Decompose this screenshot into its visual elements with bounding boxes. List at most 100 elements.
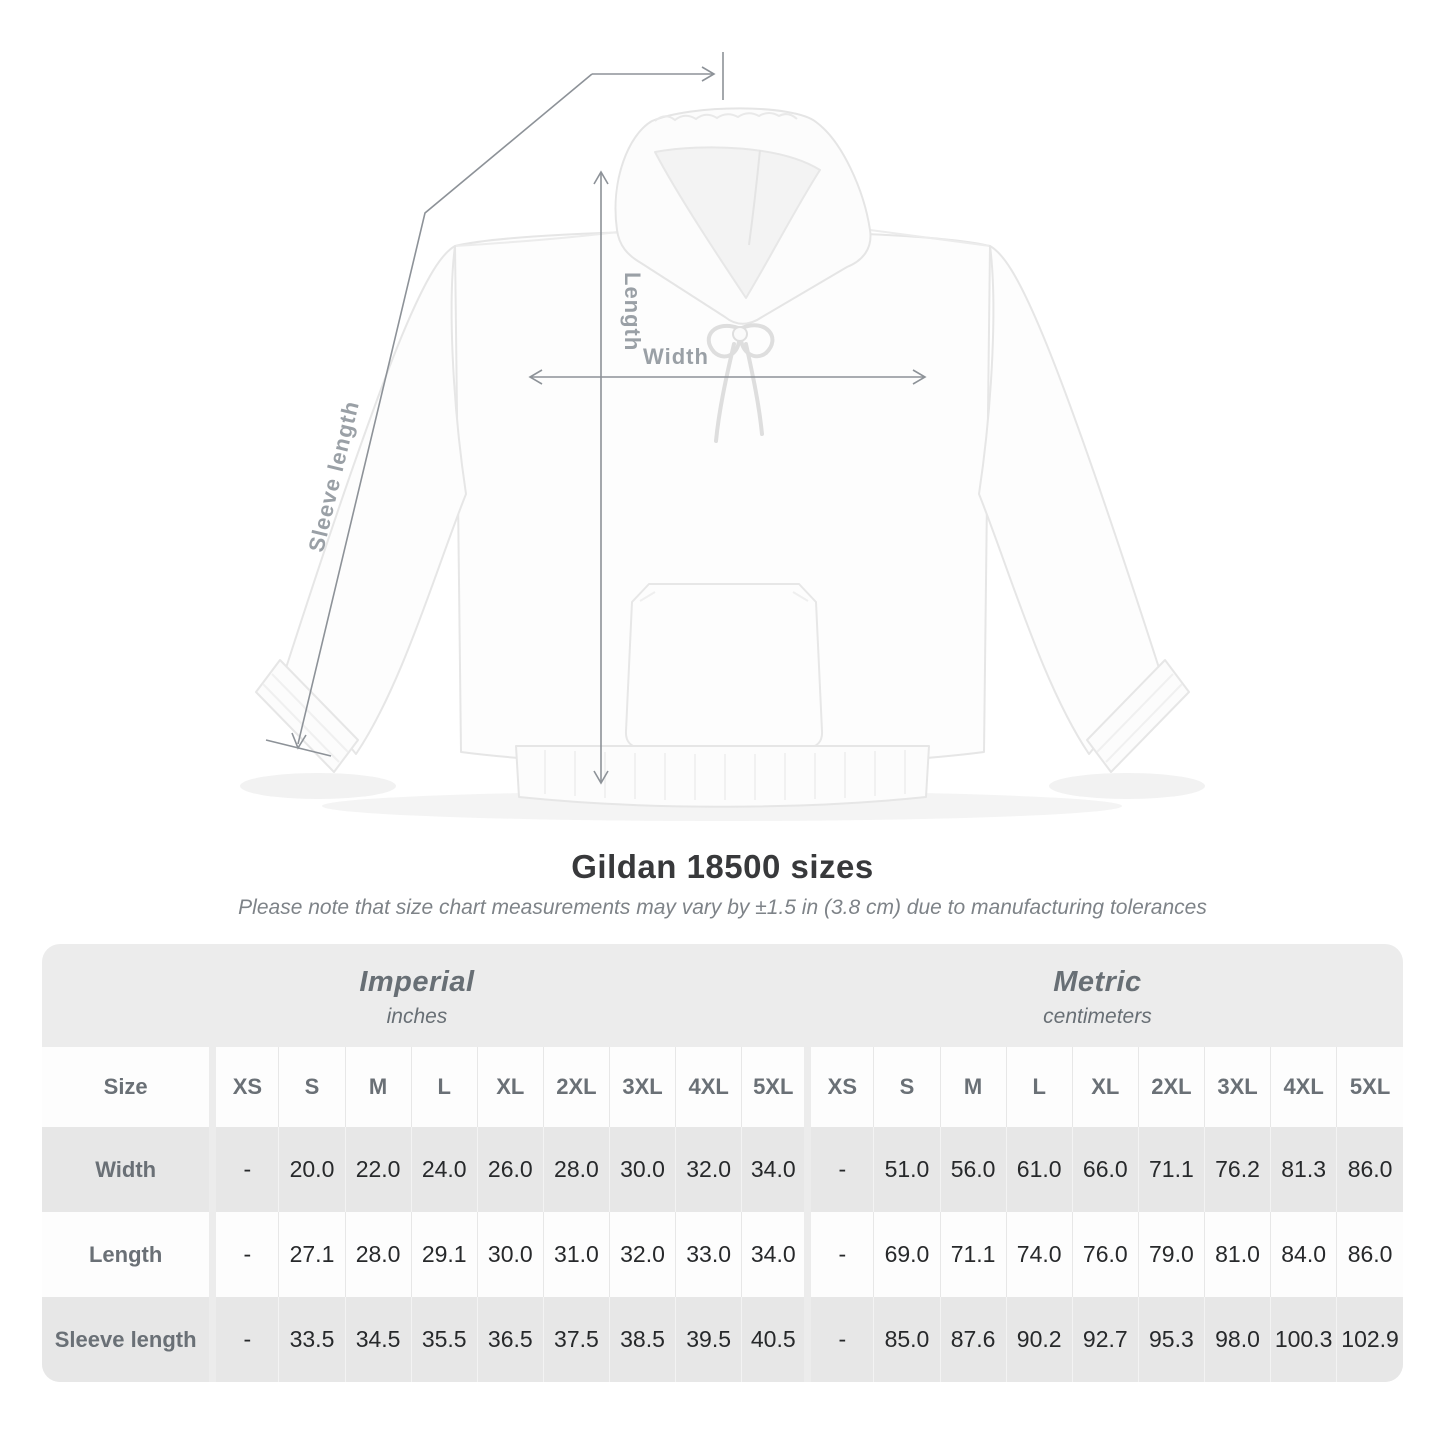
table-cell: 28.0 xyxy=(344,1212,412,1297)
page-title: Gildan 18500 sizes xyxy=(571,848,874,885)
table-cell: 30.0 xyxy=(476,1212,544,1297)
width-label: Width xyxy=(643,344,709,369)
table-row-length: Length - 27.1 28.0 29.1 30.0 31.0 32.0 3… xyxy=(42,1212,1403,1297)
table-cell: - xyxy=(804,1127,874,1212)
table-cell: 39.5 xyxy=(675,1297,742,1382)
table-cell: 40.5 xyxy=(741,1297,808,1382)
metric-size-s: S xyxy=(873,1047,941,1127)
imperial-size-3xl: 3XL xyxy=(608,1047,676,1127)
table-cell: 20.0 xyxy=(278,1127,346,1212)
imperial-size-s: S xyxy=(278,1047,346,1127)
table-cell: 33.5 xyxy=(278,1297,346,1382)
table-cell: 32.0 xyxy=(608,1212,676,1297)
measurement-lines xyxy=(265,52,927,785)
metric-size-2xl: 2XL xyxy=(1137,1047,1205,1127)
sleeve-diagonal-segment xyxy=(297,73,593,745)
size-header-row: Size XS S M L XL 2XL 3XL 4XL 5XL XS S M … xyxy=(42,1047,1403,1127)
table-cell: 85.0 xyxy=(873,1297,941,1382)
table-cell: 34.0 xyxy=(741,1212,808,1297)
length-label: Length xyxy=(620,272,645,351)
imperial-size-l: L xyxy=(410,1047,478,1127)
hood-lining xyxy=(654,146,821,299)
size-table: Size XS S M L XL 2XL 3XL 4XL 5XL XS S M … xyxy=(42,1047,1403,1382)
table-cell: 90.2 xyxy=(1005,1297,1073,1382)
metric-size-m: M xyxy=(939,1047,1007,1127)
imperial-size-2xl: 2XL xyxy=(542,1047,610,1127)
metric-label: Metric xyxy=(1053,966,1142,998)
table-cell: 24.0 xyxy=(410,1127,478,1212)
table-cell: 37.5 xyxy=(542,1297,610,1382)
right-cuff-shadow xyxy=(1049,773,1205,799)
table-cell: 84.0 xyxy=(1270,1212,1337,1297)
imperial-unit-label: inches xyxy=(386,1005,448,1028)
row-label-sleeve-length: Sleeve length xyxy=(42,1297,213,1382)
table-cell: 51.0 xyxy=(873,1127,941,1212)
right-cuff-ribbing xyxy=(1096,673,1183,763)
imperial-size-xs: XS xyxy=(209,1047,279,1127)
table-cell: 71.1 xyxy=(939,1212,1007,1297)
metric-size-xs: XS xyxy=(804,1047,874,1127)
table-cell: 34.5 xyxy=(344,1297,412,1382)
kangaroo-pocket xyxy=(624,583,824,749)
table-cell: 71.1 xyxy=(1137,1127,1205,1212)
table-cell: 31.0 xyxy=(542,1212,610,1297)
metric-section-header: Metric centimeters xyxy=(792,966,1403,1029)
left-cuff-ribbing xyxy=(262,673,349,763)
drawstring-knot xyxy=(732,326,748,342)
table-cell: 22.0 xyxy=(344,1127,412,1212)
table-cell: 86.0 xyxy=(1336,1127,1403,1212)
left-cuff-shadow xyxy=(240,773,396,799)
table-cell: 61.0 xyxy=(1005,1127,1073,1212)
table-cell: 95.3 xyxy=(1137,1297,1205,1382)
table-cell: 79.0 xyxy=(1137,1212,1205,1297)
table-cell: 69.0 xyxy=(873,1212,941,1297)
hood-center-seam xyxy=(748,149,761,246)
imperial-section-header: Imperial inches xyxy=(42,966,792,1029)
width-arrowhead-left xyxy=(528,369,543,385)
size-column-header: Size xyxy=(42,1047,213,1127)
table-cell: 76.0 xyxy=(1071,1212,1139,1297)
metric-size-l: L xyxy=(1005,1047,1073,1127)
length-arrowhead-bottom xyxy=(593,770,609,785)
table-cell: 98.0 xyxy=(1203,1297,1271,1382)
imperial-size-5xl: 5XL xyxy=(741,1047,808,1127)
table-cell: - xyxy=(209,1212,279,1297)
pocket-stitching xyxy=(639,591,809,602)
table-cell: 28.0 xyxy=(542,1127,610,1212)
table-cell: 38.5 xyxy=(608,1297,676,1382)
table-cell: 26.0 xyxy=(476,1127,544,1212)
sleeve-arrowhead-right xyxy=(701,66,716,82)
row-label-length: Length xyxy=(42,1212,213,1297)
table-cell: 86.0 xyxy=(1336,1212,1403,1297)
metric-unit-label: centimeters xyxy=(1043,1005,1152,1028)
width-arrowhead-right xyxy=(912,369,927,385)
metric-size-xl: XL xyxy=(1071,1047,1139,1127)
table-cell: - xyxy=(209,1127,279,1212)
sleeve-end-tick-bottom xyxy=(265,739,332,757)
table-cell: 76.2 xyxy=(1203,1127,1271,1212)
imperial-label: Imperial xyxy=(359,966,475,998)
table-cell: 66.0 xyxy=(1071,1127,1139,1212)
length-arrowhead-top xyxy=(593,170,609,185)
right-sleeve xyxy=(978,245,1160,755)
table-cell: 32.0 xyxy=(675,1127,742,1212)
table-cell: 102.9 xyxy=(1336,1297,1403,1382)
table-cell: 33.0 xyxy=(675,1212,742,1297)
table-cell: 74.0 xyxy=(1005,1212,1073,1297)
table-row-sleeve-length: Sleeve length - 33.5 34.5 35.5 36.5 37.5… xyxy=(42,1297,1403,1382)
table-cell: 100.3 xyxy=(1270,1297,1337,1382)
left-cuff xyxy=(255,659,359,773)
table-cell: 35.5 xyxy=(410,1297,478,1382)
table-cell: 81.0 xyxy=(1203,1212,1271,1297)
table-cell: 34.0 xyxy=(741,1127,808,1212)
table-cell: 30.0 xyxy=(608,1127,676,1212)
right-cuff xyxy=(1086,659,1190,773)
table-row-width: Width - 20.0 22.0 24.0 26.0 28.0 30.0 32… xyxy=(42,1127,1403,1212)
imperial-size-xl: XL xyxy=(476,1047,544,1127)
unit-section-headers: Imperial inches Metric centimeters xyxy=(42,944,1403,1047)
tolerance-note: Please note that size chart measurements… xyxy=(238,896,1207,919)
table-cell: 56.0 xyxy=(939,1127,1007,1212)
drawstrings xyxy=(706,323,775,443)
metric-size-3xl: 3XL xyxy=(1203,1047,1271,1127)
